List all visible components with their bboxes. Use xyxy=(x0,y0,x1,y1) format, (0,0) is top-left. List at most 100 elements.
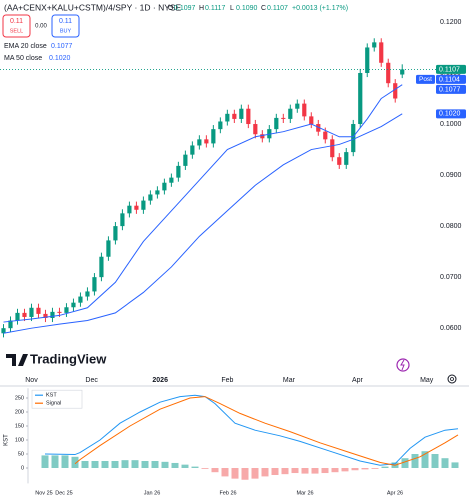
candle-body xyxy=(204,139,209,144)
histogram-bar xyxy=(291,468,299,474)
candle-body xyxy=(50,311,55,318)
price-tag-prefix: Post xyxy=(419,76,432,83)
candle-body xyxy=(22,312,27,317)
candle-body xyxy=(260,134,265,139)
histogram-bar xyxy=(261,468,269,477)
x-tick-label: Mar 26 xyxy=(296,490,313,496)
candle-body xyxy=(113,226,118,241)
candle-body xyxy=(232,113,237,119)
y-tick-label: 250 xyxy=(15,395,24,401)
ema-legend: EMA 20 close xyxy=(4,43,47,50)
price-tag-label: 0.1077 xyxy=(439,86,461,93)
histogram-bar xyxy=(381,466,389,468)
candle-body xyxy=(400,69,405,75)
main-panel: 0.12000.11000.10000.09000.08000.07000.06… xyxy=(0,19,466,384)
price-tag xyxy=(436,64,466,74)
histogram-bar xyxy=(51,455,59,468)
candle-body xyxy=(127,205,132,214)
candle-body xyxy=(155,190,160,195)
y-tick-label: 0.1200 xyxy=(440,19,462,26)
y-tick-label: 0 xyxy=(21,465,24,471)
x-tick-label: 2026 xyxy=(152,377,168,384)
kst-line xyxy=(74,396,459,466)
histogram-bar xyxy=(251,468,259,479)
candle-body xyxy=(169,177,174,183)
candle-body xyxy=(8,320,13,329)
candle-body xyxy=(393,83,398,99)
kst-line xyxy=(44,394,459,466)
brand-name: TradingView xyxy=(30,351,107,366)
ema-legend-value: 0.1077 xyxy=(51,43,73,50)
candle-body xyxy=(148,194,153,201)
y-axis-label: KST xyxy=(4,434,10,446)
legend-label: KST xyxy=(46,393,57,399)
event-icon-bolt xyxy=(400,359,405,371)
x-tick-label: Apr xyxy=(352,377,364,384)
brand-icon xyxy=(6,354,28,366)
histogram-bar xyxy=(221,468,229,477)
price-change: +0.0013 (+1.17%) xyxy=(292,5,348,12)
candle-body xyxy=(246,108,251,125)
candle-body xyxy=(267,129,272,139)
histogram-bar xyxy=(151,461,159,468)
x-tick-label: Dec xyxy=(85,377,98,384)
price-tag xyxy=(436,109,466,119)
buy-label: BUY xyxy=(60,28,72,34)
histogram-bar xyxy=(341,468,349,472)
histogram-bar xyxy=(131,460,139,468)
ohlc-value: 0.1117 xyxy=(205,5,225,12)
candle-body xyxy=(197,139,202,146)
candle-body xyxy=(78,296,83,303)
x-tick-label: Mar xyxy=(283,377,296,384)
candle-body xyxy=(330,139,335,158)
histogram-bar xyxy=(211,468,219,473)
candle-body xyxy=(379,42,384,63)
candle-body xyxy=(29,307,34,317)
histogram-bar xyxy=(311,468,319,474)
ma-legend-value: 0.1020 xyxy=(49,55,71,62)
histogram-bar xyxy=(81,461,89,468)
candle-body xyxy=(253,124,258,135)
ma-line xyxy=(3,113,403,334)
histogram-bar xyxy=(111,461,119,468)
y-tick-label: 0.0600 xyxy=(440,325,462,332)
candle-body xyxy=(106,240,111,257)
y-tick-label: 200 xyxy=(15,409,24,415)
candle-body xyxy=(316,124,321,132)
histogram-bar xyxy=(451,462,459,468)
candle-body xyxy=(218,121,223,130)
sell-label: SELL xyxy=(10,28,23,34)
candle-body xyxy=(281,117,286,119)
candle-body xyxy=(295,103,300,109)
ohlc-value: 0.1090 xyxy=(236,5,258,12)
candle-body xyxy=(323,131,328,140)
candle-body xyxy=(162,182,167,191)
histogram-bar xyxy=(431,454,439,468)
candle-body xyxy=(141,200,146,210)
buy-button[interactable] xyxy=(51,14,80,38)
legend-box xyxy=(31,389,83,409)
histogram-bar xyxy=(411,454,419,468)
histogram-bar xyxy=(41,455,49,468)
legend-label: Signal xyxy=(46,401,61,407)
candle-body xyxy=(1,328,6,334)
histogram-bar xyxy=(321,468,329,474)
candle-body xyxy=(288,108,293,119)
histogram-bar xyxy=(401,458,409,468)
kst-panel: 0 50 100 150 200 250 KST Nov 25 Dec 25 Jan 26 Feb … xyxy=(4,388,459,496)
price-tag-label: 0.1107 xyxy=(439,66,460,73)
x-tick-label: May xyxy=(420,377,434,384)
candle-body xyxy=(92,277,97,292)
candle-body xyxy=(43,313,48,318)
candle-body xyxy=(15,312,20,321)
histogram-bar xyxy=(191,466,199,468)
y-tick-label: 100 xyxy=(15,437,24,443)
x-tick-label: Feb xyxy=(221,377,233,384)
histogram-bar xyxy=(271,468,279,475)
candle-body xyxy=(211,129,216,144)
y-tick-label: 0.0800 xyxy=(440,223,462,230)
settings-icon[interactable] xyxy=(447,374,457,384)
sell-button[interactable] xyxy=(2,14,31,38)
histogram-bar xyxy=(161,461,169,468)
